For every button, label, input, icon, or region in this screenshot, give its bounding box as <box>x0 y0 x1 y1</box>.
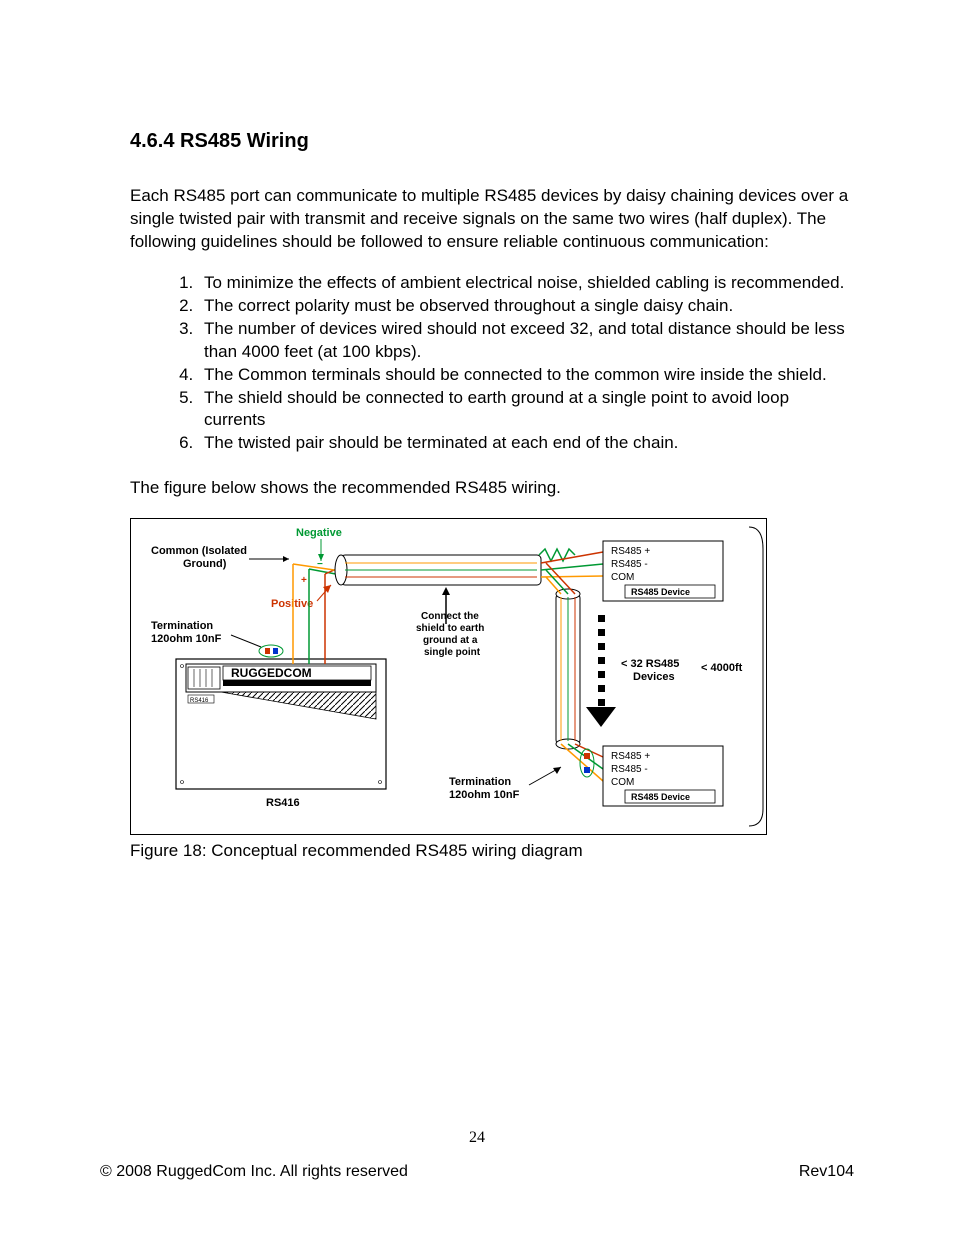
termination2-spec: 120ohm 10nF <box>449 789 520 801</box>
rs485-device-label: RS485 Device <box>631 587 690 597</box>
section-heading: 4.6.4 RS485 Wiring <box>130 130 854 153</box>
com-label-2: COM <box>611 777 634 788</box>
termination2-label: Termination <box>449 776 511 788</box>
guideline-item: The number of devices wired should not e… <box>198 318 854 364</box>
termination-spec: 120ohm 10nF <box>151 633 222 645</box>
rs416-small-label: RS416 <box>190 698 209 704</box>
ruggedcom-logo: RUGGEDCOM <box>231 666 312 680</box>
ground-close-label: Ground) <box>183 558 227 570</box>
figure-caption: Figure 18: Conceptual recommended RS485 … <box>130 841 854 861</box>
copyright-text: © 2008 RuggedCom Inc. All rights reserve… <box>100 1163 408 1181</box>
common-isolated-label: Common (Isolated <box>151 545 247 557</box>
page-footer: © 2008 RuggedCom Inc. All rights reserve… <box>100 1163 854 1181</box>
devices-count-2: Devices <box>633 671 675 683</box>
rs485-device-label-2: RS485 Device <box>631 792 690 802</box>
guideline-item: The Common terminals should be connected… <box>198 364 854 387</box>
guidelines-list: To minimize the effects of ambient elect… <box>130 272 854 456</box>
figure-container: RUGGEDCOM RS416 RS416 Termination 120ohm… <box>130 518 854 835</box>
rs485-minus-label: RS485 - <box>611 559 648 570</box>
intro-paragraph: Each RS485 port can communicate to multi… <box>130 185 854 254</box>
revision-text: Rev104 <box>799 1163 854 1181</box>
document-page: 4.6.4 RS485 Wiring Each RS485 port can c… <box>0 0 954 1235</box>
svg-text:−: − <box>317 559 323 570</box>
connect-text-4: single point <box>424 647 481 658</box>
positive-label: Positive <box>271 598 313 610</box>
wiring-diagram: RUGGEDCOM RS416 RS416 Termination 120ohm… <box>130 518 767 835</box>
connect-text-3: ground at a <box>423 635 478 646</box>
figure-lead-paragraph: The figure below shows the recommended R… <box>130 477 854 500</box>
guideline-item: The shield should be connected to earth … <box>198 387 854 433</box>
termination-label: Termination <box>151 620 213 632</box>
com-label: COM <box>611 572 634 583</box>
page-number: 24 <box>0 1129 954 1147</box>
connect-text-1: Connect the <box>421 611 479 622</box>
guideline-item: The twisted pair should be terminated at… <box>198 432 854 455</box>
guideline-item: The correct polarity must be observed th… <box>198 295 854 318</box>
negative-label: Negative <box>296 527 342 539</box>
connect-text-2: shield to earth <box>416 623 484 634</box>
rs416-label: RS416 <box>266 797 300 809</box>
distance-label: < 4000ft <box>701 662 743 674</box>
rs485-minus-label-2: RS485 - <box>611 764 648 775</box>
guideline-item: To minimize the effects of ambient elect… <box>198 272 854 295</box>
svg-text:+: + <box>301 575 307 586</box>
rs485-plus-label: RS485 + <box>611 546 650 557</box>
rs485-plus-label-2: RS485 + <box>611 751 650 762</box>
devices-count-1: < 32 RS485 <box>621 658 679 670</box>
devices-arrow <box>586 615 616 727</box>
